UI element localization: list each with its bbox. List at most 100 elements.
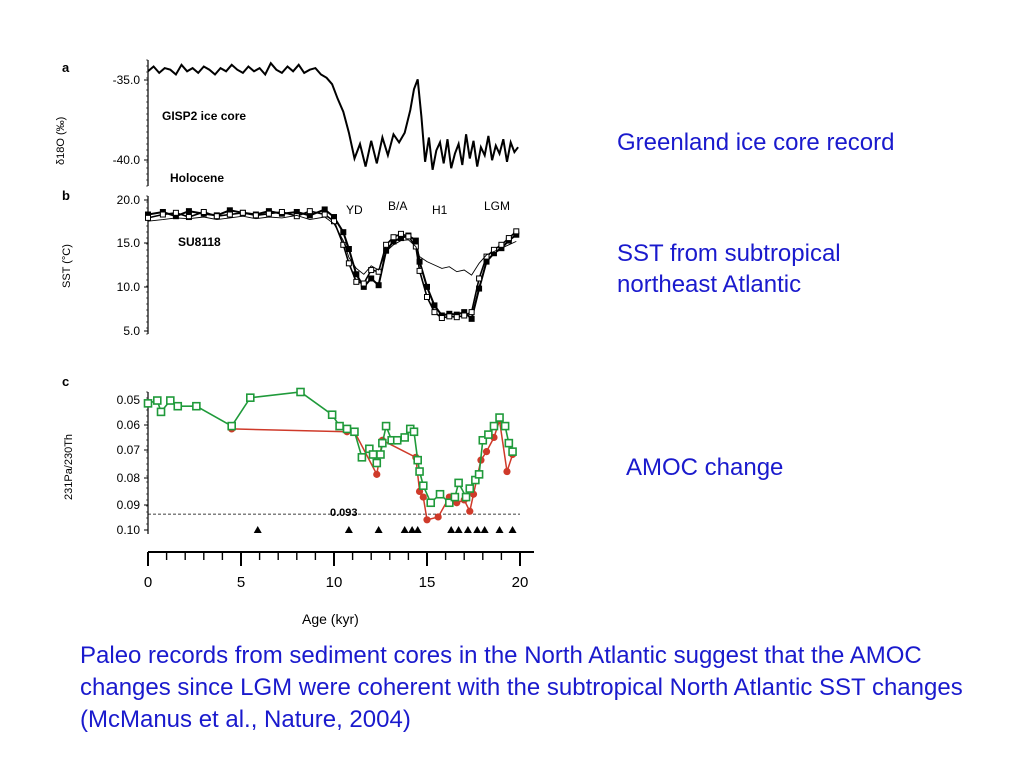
y-tick-label: 20.0 <box>117 193 141 207</box>
y-tick-label: 0.09 <box>117 498 141 512</box>
pa-green-point <box>156 407 166 417</box>
sst-series-2-point <box>505 235 512 242</box>
pa-green-point <box>327 410 337 420</box>
sst-series-2-point <box>397 230 404 237</box>
pa-green-point <box>474 470 484 479</box>
pa-red-point <box>482 448 491 456</box>
age-control-triangle <box>480 526 489 533</box>
pa-red-point <box>466 507 474 515</box>
sst-label-line-1: SST from subtropical <box>617 240 841 267</box>
sst-series-2-point <box>239 209 246 216</box>
sst-series-2-point <box>405 233 412 240</box>
age-control-triangle <box>413 526 422 533</box>
pa-green-point <box>435 489 445 499</box>
panel-a-gisp2: a δ18O (‰) GISP2 ice core Holocene -35.0… <box>55 59 519 187</box>
sst-series-2-point <box>453 314 460 321</box>
sst-series-1-point <box>321 206 328 213</box>
pa-green-point <box>166 396 175 405</box>
sst-series-2-point <box>390 234 397 241</box>
y-tick-label: 0.07 <box>117 443 141 457</box>
yd-label: YD <box>346 203 363 217</box>
sst-series-2-point <box>340 241 347 248</box>
sst-series-2-point <box>213 213 220 220</box>
reference-line-label: 0.093 <box>330 507 358 519</box>
sst-series-2-point <box>159 211 166 218</box>
sst-series-2-point <box>345 260 352 267</box>
paleo-figure: a δ18O (‰) GISP2 ice core Holocene -35.0… <box>55 59 534 627</box>
lgm-label: LGM <box>484 199 510 213</box>
y-tick-label: 0.10 <box>117 523 141 537</box>
age-control-triangle <box>463 526 472 533</box>
y-tick-label: 0.08 <box>117 471 141 485</box>
pa-green-point <box>450 492 460 502</box>
sst-series-2-point <box>265 210 272 217</box>
x-axis-label: Age (kyr) <box>302 611 359 627</box>
age-control-triangle <box>508 526 517 533</box>
age-control-triangle <box>495 526 504 533</box>
sst-series-2-point <box>446 313 453 320</box>
sst-series-2-point <box>172 209 179 216</box>
pa-green-point <box>153 396 162 405</box>
sst-series-2-point <box>476 275 483 282</box>
sst-series-1-point <box>185 208 192 215</box>
age-control-triangle <box>408 526 417 533</box>
age-control-triangle <box>344 526 353 533</box>
y-tick-label: -35.0 <box>113 73 141 87</box>
pa-green-point <box>372 458 382 468</box>
pa-green-point <box>143 399 153 408</box>
x-tick-label: 0 <box>144 574 152 591</box>
pa-red-point <box>423 516 431 524</box>
pa-green-point <box>368 450 378 459</box>
sst-series-2-point <box>185 214 192 221</box>
sst-series-2-point <box>306 208 313 215</box>
panel-a-letter: a <box>62 60 70 75</box>
pa-green-point <box>227 421 236 431</box>
sst-series-2-point <box>321 211 328 218</box>
pa-red-point <box>434 513 442 521</box>
sst-series-2-point <box>353 278 360 285</box>
amoc-change-label: AMOC change <box>626 454 784 481</box>
age-control-triangle <box>473 526 482 533</box>
pa-green-point <box>246 393 255 402</box>
sst-series-1-point <box>375 282 382 289</box>
pa-green-point <box>415 467 424 476</box>
pa-red-point <box>373 470 381 478</box>
sst-series-2-point <box>145 214 151 221</box>
pa-green-point <box>381 421 391 431</box>
sst-series-1-point <box>468 315 475 322</box>
y-tick-label: 0.06 <box>117 418 141 432</box>
y-tick-label: 5.0 <box>123 324 140 338</box>
pa-green-point <box>413 455 423 465</box>
age-x-axis: Age (kyr) 0 5 10 15 20 <box>144 551 534 627</box>
age-control-triangle <box>454 526 463 533</box>
sst-record-label: SST from subtropical northeast Atlantic <box>617 238 841 300</box>
x-tick-label: 20 <box>512 574 529 591</box>
ba-label: B/A <box>388 199 407 213</box>
pa-red-point <box>419 493 427 501</box>
su8118-label: SU8118 <box>178 235 221 249</box>
pa-green-point <box>392 435 402 445</box>
pa-green-point <box>296 387 305 397</box>
sst-series-2-point <box>483 253 490 260</box>
h1-label: H1 <box>432 203 448 217</box>
pa-green-point <box>192 401 201 411</box>
pa-green-point <box>504 438 514 448</box>
panel-c-letter: c <box>62 374 69 389</box>
pa-green-point <box>500 421 510 431</box>
pa-green-point <box>335 421 344 431</box>
gisp2-d18o-line <box>147 61 519 170</box>
sst-series-3-line <box>147 214 517 276</box>
sst-series-1-point <box>368 275 375 282</box>
sst-series-1-point <box>412 237 419 244</box>
pa-green-point <box>173 401 183 411</box>
panel-b-letter: b <box>62 188 70 203</box>
age-control-triangle <box>447 526 456 533</box>
age-control-triangle <box>253 526 262 533</box>
pa-red-line <box>231 420 514 521</box>
pa-green-point <box>445 498 454 508</box>
panel-c-pa-th: c 231Pa/230Th 0.093 0.05 0.06 0.07 0.08 0.09… <box>62 374 520 537</box>
panel-b-ylabel: SST (°C) <box>61 244 73 288</box>
y-tick-label: 15.0 <box>117 236 141 250</box>
y-tick-label: -40.0 <box>113 153 141 167</box>
pa-green-point <box>376 450 385 459</box>
